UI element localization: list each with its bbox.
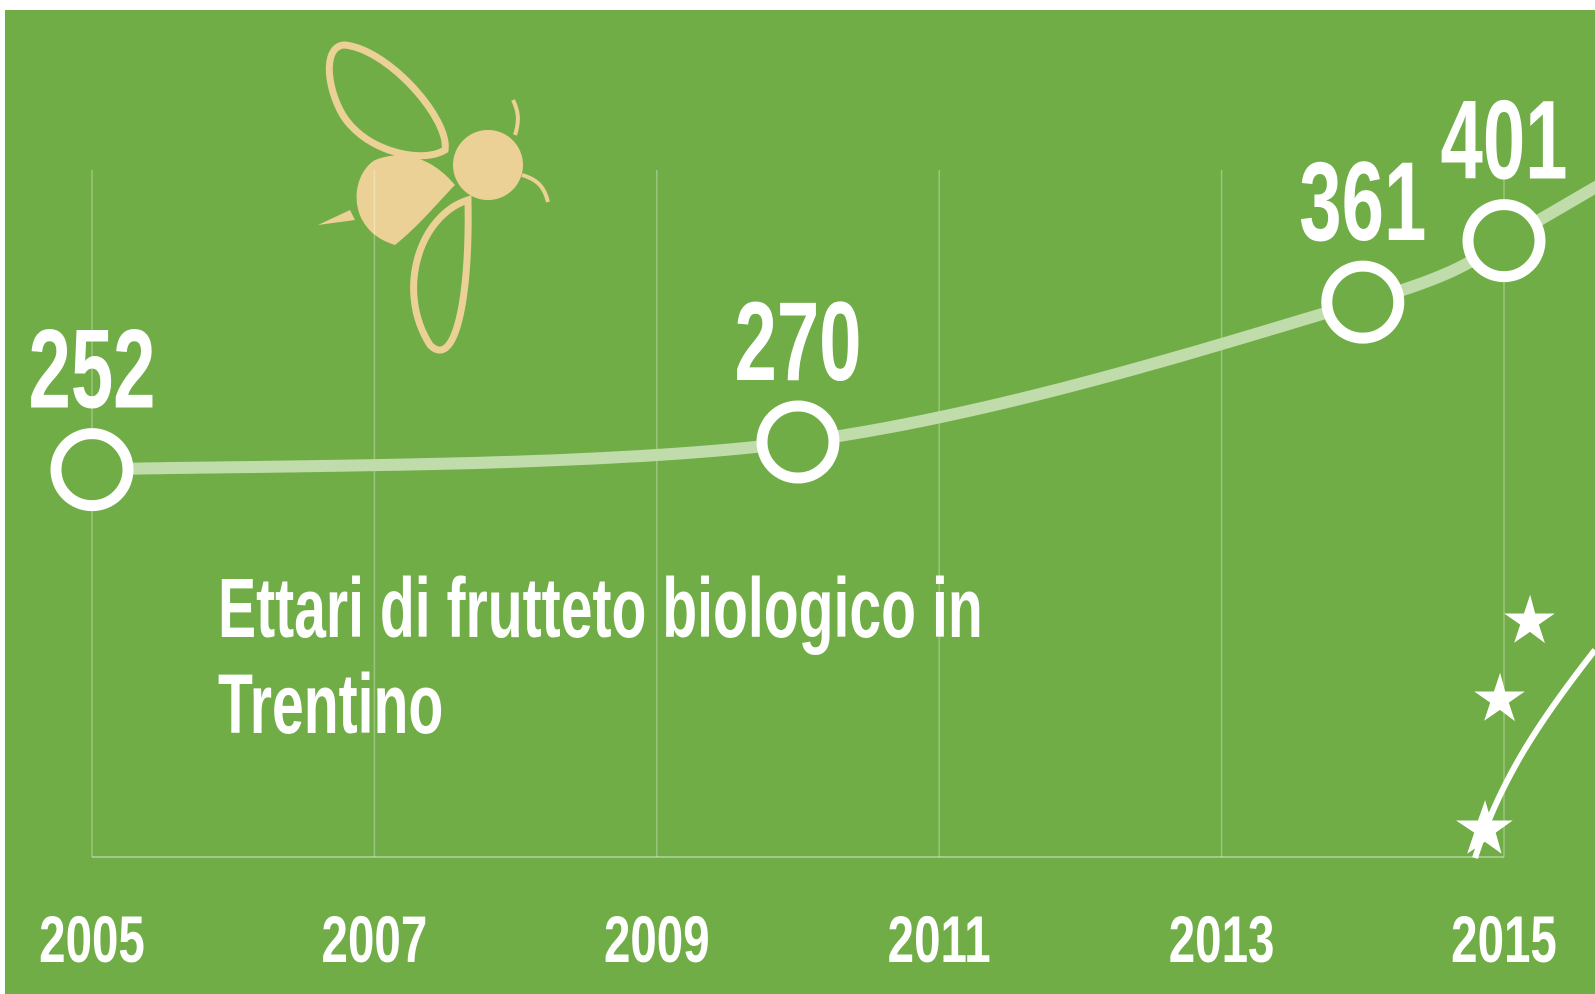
page: 2005 2007 2009 2011 2013 2015 252 270 361401 Ett… [0, 0, 1595, 994]
chart-title: Ettari di frutteto biologico in Trentino [218, 560, 1211, 752]
x-tick-label: 2005 [39, 903, 145, 976]
x-tick-label: 2013 [1169, 903, 1275, 976]
data-label: 252 [28, 307, 155, 432]
data-point [762, 406, 834, 478]
data-point [56, 434, 128, 506]
chart: 2005 2007 2009 2011 2013 2015 252 270 361401 [0, 0, 1595, 994]
x-tick-label: 2007 [322, 903, 428, 976]
data-point [1468, 205, 1540, 277]
x-tick-label: 2011 [888, 903, 991, 976]
data-label: 270 [734, 279, 861, 404]
x-tick-label: 2015 [1451, 903, 1557, 976]
data-point [1327, 266, 1399, 338]
data-label: 401 [1440, 78, 1567, 203]
data-label: 361 [1299, 140, 1426, 265]
x-tick-label: 2009 [604, 903, 710, 976]
